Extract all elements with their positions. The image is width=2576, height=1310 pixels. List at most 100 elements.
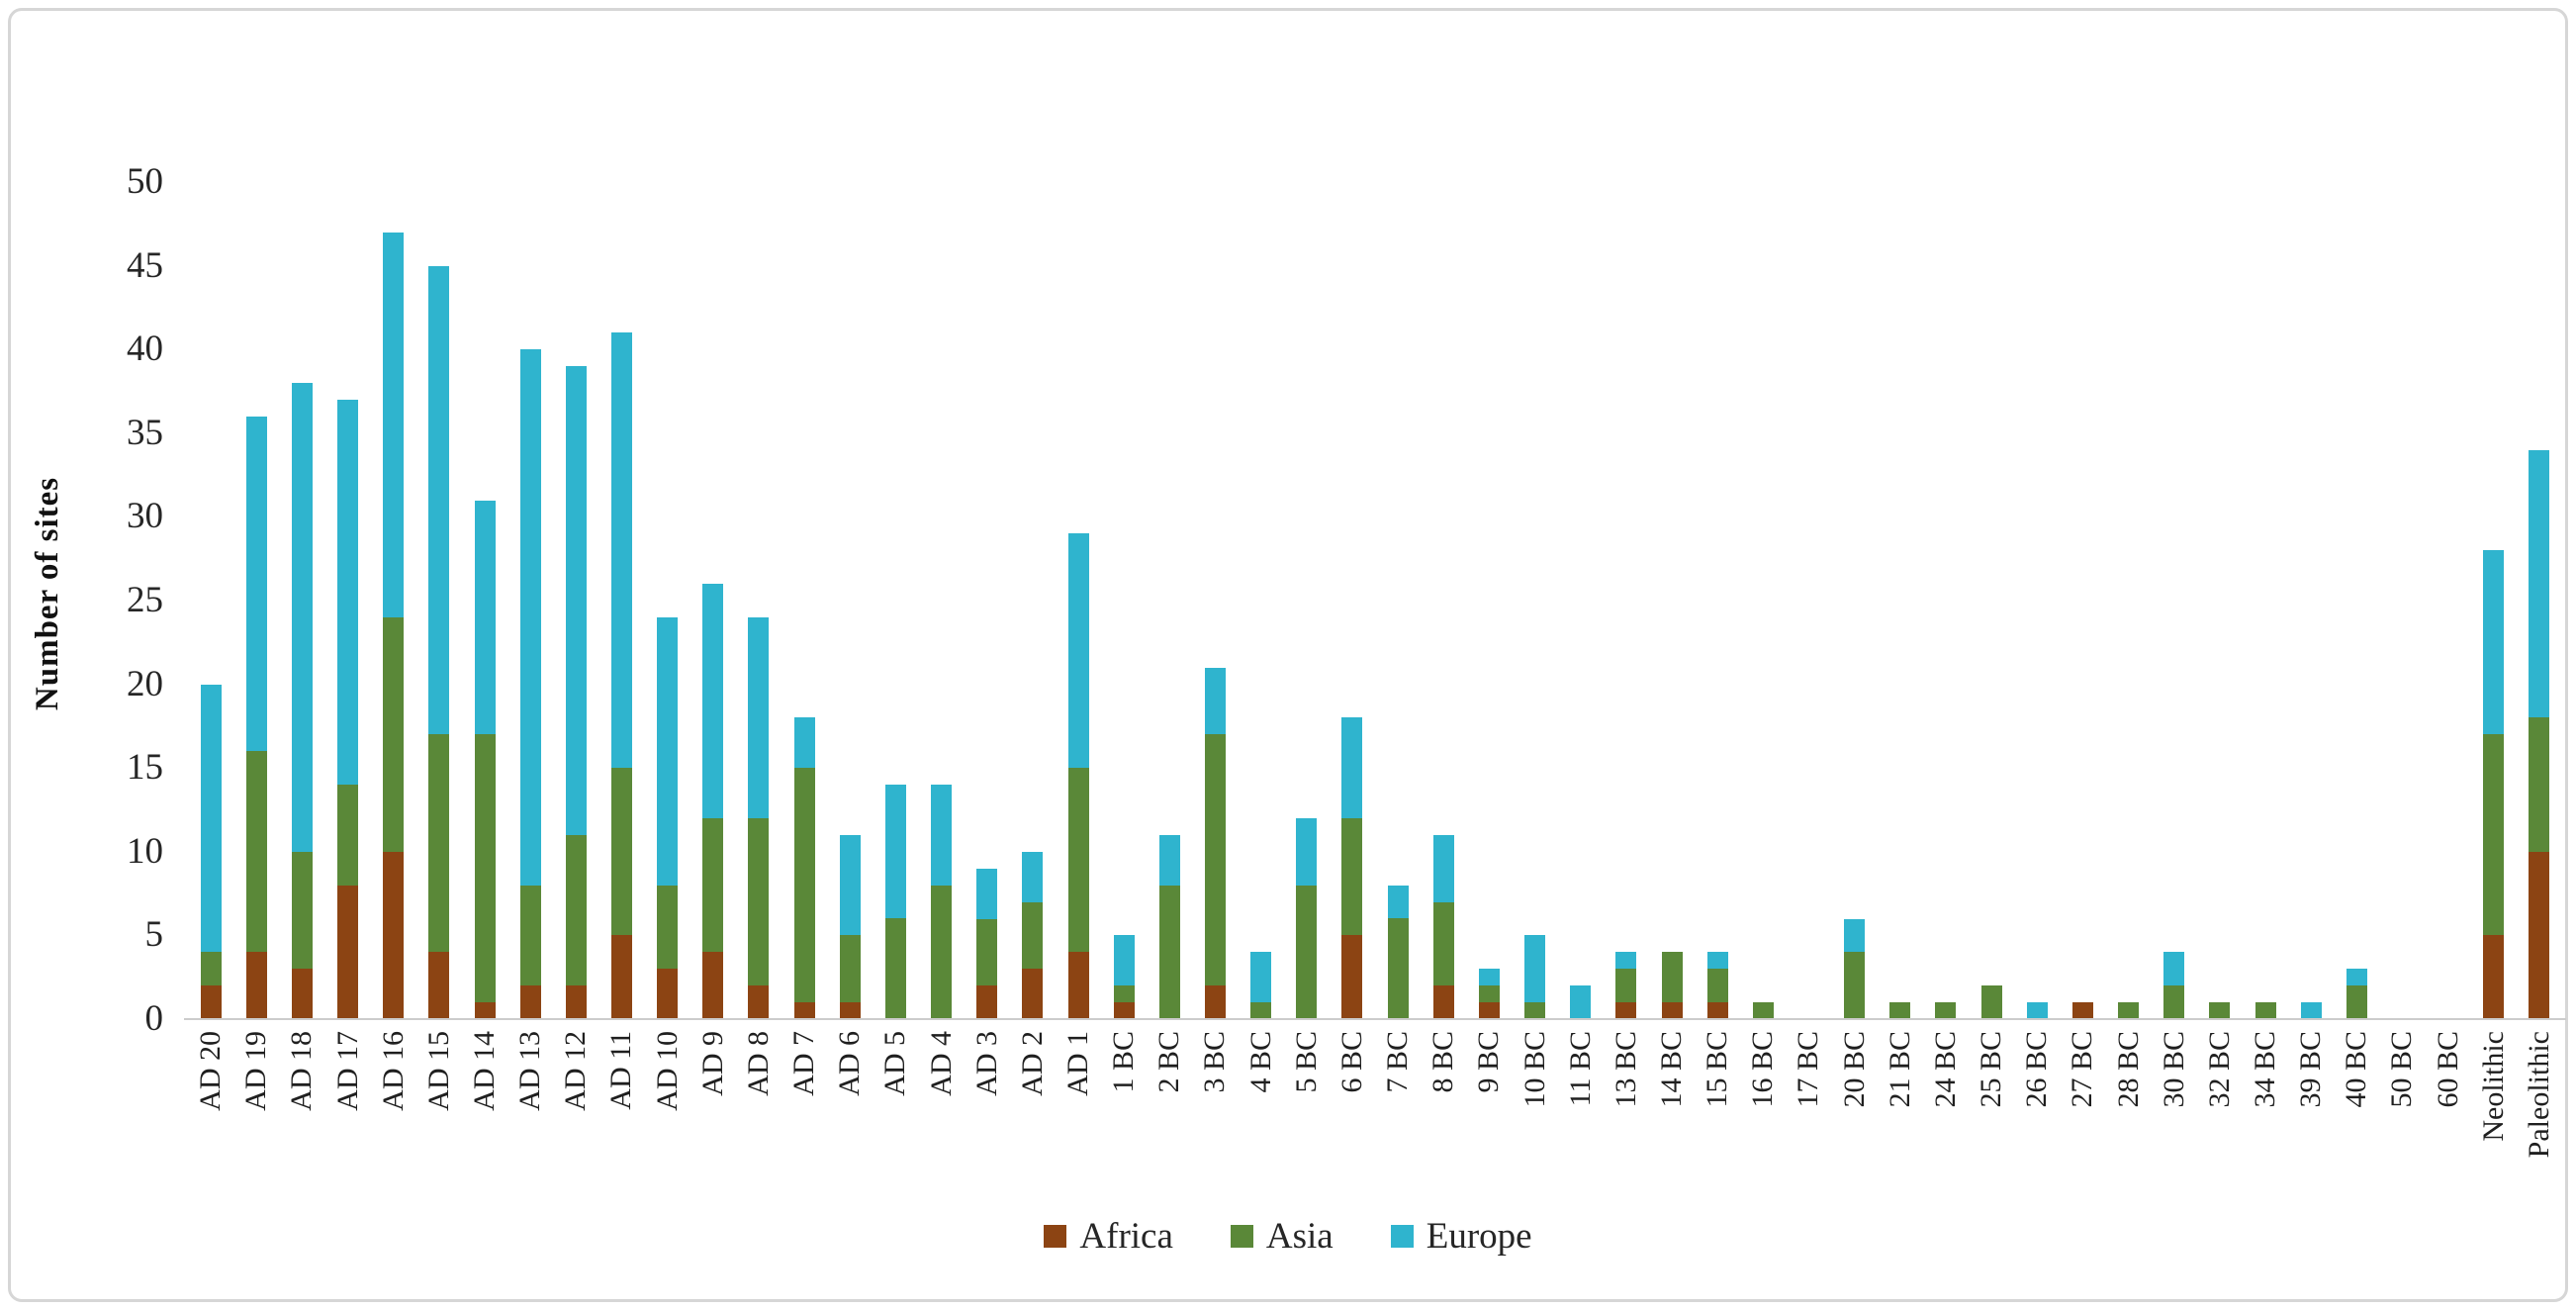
bar-segment-africa bbox=[1615, 1002, 1637, 1019]
bar-25-bc bbox=[1980, 985, 2002, 1019]
bar-segment-asia bbox=[1022, 901, 1044, 970]
bar-segment-europe bbox=[1615, 952, 1637, 970]
bar-segment-asia bbox=[1387, 918, 1409, 1019]
bar-segment-asia bbox=[793, 768, 815, 1003]
bar-segment-asia bbox=[1158, 885, 1180, 1019]
x-tick-label-ad-12: AD 12 bbox=[559, 1031, 593, 1111]
bar-ad-11 bbox=[610, 332, 632, 1019]
bar-segment-africa bbox=[1341, 935, 1363, 1019]
bar-ad-13 bbox=[519, 349, 541, 1019]
x-tick-label-34-bc: 34 BC bbox=[2249, 1031, 2281, 1108]
legend-label-africa: Africa bbox=[1079, 1216, 1173, 1257]
bar-segment-africa bbox=[1432, 985, 1454, 1019]
x-tick-label-ad-6: AD 6 bbox=[833, 1031, 867, 1096]
x-tick-label-ad-10: AD 10 bbox=[650, 1031, 684, 1111]
y-tick-label-20: 20 bbox=[127, 663, 163, 704]
x-tick-label-28-bc: 28 BC bbox=[2111, 1031, 2145, 1108]
bar-segment-europe bbox=[519, 349, 541, 886]
x-tick-label-16-bc: 16 BC bbox=[1746, 1031, 1780, 1108]
figure-border bbox=[8, 8, 2568, 1302]
bar-segment-europe bbox=[245, 416, 267, 752]
bar-ad-14 bbox=[474, 500, 496, 1019]
y-tick-label-10: 10 bbox=[127, 830, 163, 872]
bar-segment-europe bbox=[291, 383, 313, 852]
legend-swatch-europe bbox=[1390, 1225, 1414, 1248]
bar-segment-europe bbox=[474, 500, 496, 735]
x-tick-label-ad-2: AD 2 bbox=[1015, 1031, 1049, 1096]
bar-segment-asia bbox=[245, 751, 267, 953]
bar-segment-asia bbox=[2483, 734, 2505, 936]
bar-40-bc bbox=[2346, 969, 2367, 1019]
bar-segment-europe bbox=[2026, 1002, 2048, 1019]
bar-segment-africa bbox=[1706, 1002, 1728, 1019]
bar-segment-asia bbox=[884, 918, 906, 1019]
x-tick-label-40-bc: 40 BC bbox=[2340, 1031, 2373, 1108]
bar-segment-europe bbox=[1204, 667, 1226, 735]
bar-3-bc bbox=[1204, 667, 1226, 1019]
bar-11-bc bbox=[1570, 985, 1592, 1019]
bar-segment-asia bbox=[383, 616, 405, 852]
bar-segment-europe bbox=[1432, 834, 1454, 902]
y-tick-label-15: 15 bbox=[127, 747, 163, 789]
bar-segment-europe bbox=[1706, 952, 1728, 970]
bar-segment-asia bbox=[1615, 969, 1637, 1003]
bar-segment-asia bbox=[1296, 885, 1318, 1019]
bar-segment-europe bbox=[1478, 969, 1500, 986]
x-tick-label-25-bc: 25 BC bbox=[1975, 1031, 2008, 1108]
bar-ad-20 bbox=[200, 684, 222, 1019]
legend-label-europe: Europe bbox=[1426, 1216, 1532, 1257]
legend-swatch-asia bbox=[1230, 1225, 1253, 1248]
x-tick-label-30-bc: 30 BC bbox=[2157, 1031, 2190, 1108]
y-tick-label-35: 35 bbox=[127, 412, 163, 453]
bar-segment-europe bbox=[702, 584, 724, 818]
bar-segment-asia bbox=[519, 885, 541, 986]
legend-item-asia: Asia bbox=[1230, 1215, 1334, 1258]
bar-7-bc bbox=[1387, 885, 1409, 1019]
bar-segment-europe bbox=[1067, 533, 1089, 769]
bar-segment-africa bbox=[291, 969, 313, 1019]
bar-segment-asia bbox=[2254, 1002, 2276, 1019]
bar-ad-9 bbox=[702, 584, 724, 1019]
bar-segment-europe bbox=[565, 366, 587, 835]
x-tick-label-4-bc: 4 BC bbox=[1243, 1031, 1277, 1093]
bar-segment-europe bbox=[610, 332, 632, 769]
x-tick-label-9-bc: 9 BC bbox=[1472, 1031, 1506, 1093]
bar-segment-europe bbox=[337, 399, 359, 786]
bar-segment-africa bbox=[1661, 1002, 1683, 1019]
x-tick-label-2-bc: 2 BC bbox=[1152, 1031, 1186, 1093]
x-tick-label-11-bc: 11 BC bbox=[1563, 1031, 1597, 1107]
bar-segment-asia bbox=[2346, 985, 2367, 1019]
bar-ad-7 bbox=[793, 717, 815, 1019]
bar-segment-asia bbox=[1935, 1002, 1957, 1019]
y-tick-label-50: 50 bbox=[127, 161, 163, 202]
y-tick-label-30: 30 bbox=[127, 496, 163, 537]
bar-segment-europe bbox=[1341, 717, 1363, 818]
bar-segment-africa bbox=[565, 985, 587, 1019]
bar-segment-europe bbox=[383, 232, 405, 617]
bar-segment-asia bbox=[2529, 717, 2550, 852]
bar-segment-asia bbox=[839, 935, 861, 1003]
x-tick-label-6-bc: 6 BC bbox=[1334, 1031, 1368, 1093]
bar-segment-africa bbox=[748, 985, 770, 1019]
bar-6-bc bbox=[1341, 717, 1363, 1019]
bar-segment-asia bbox=[474, 734, 496, 1003]
bar-14-bc bbox=[1661, 952, 1683, 1019]
bar-24-bc bbox=[1935, 1002, 1957, 1019]
bar-segment-asia bbox=[1113, 985, 1135, 1003]
x-tick-label-ad-18: AD 18 bbox=[285, 1031, 319, 1111]
bar-segment-asia bbox=[748, 817, 770, 986]
bar-segment-africa bbox=[2483, 935, 2505, 1019]
y-tick-label-25: 25 bbox=[127, 580, 163, 620]
bar-segment-asia bbox=[1478, 985, 1500, 1003]
bar-5-bc bbox=[1296, 817, 1318, 1019]
x-tick-label-ad-5: AD 5 bbox=[878, 1031, 912, 1096]
bar-segment-africa bbox=[245, 952, 267, 1019]
bar-segment-europe bbox=[1113, 935, 1135, 986]
bar-segment-asia bbox=[1661, 952, 1683, 1003]
bar-segment-asia bbox=[291, 851, 313, 970]
bar-segment-europe bbox=[200, 684, 222, 953]
bar-ad-6 bbox=[839, 834, 861, 1019]
bar-1-bc bbox=[1113, 935, 1135, 1019]
bar-segment-europe bbox=[1250, 952, 1272, 1003]
bar-segment-africa bbox=[1067, 952, 1089, 1019]
